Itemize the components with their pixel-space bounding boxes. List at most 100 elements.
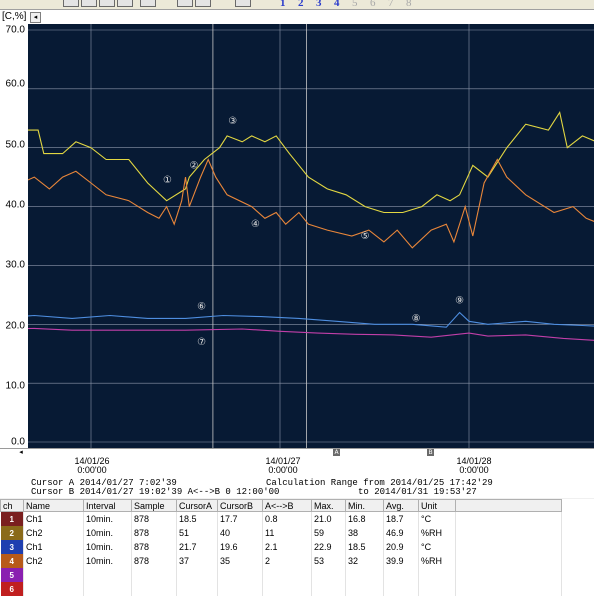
cell-filler xyxy=(455,526,562,540)
col-filler xyxy=(455,499,562,512)
y-tick-40: 40.0 xyxy=(5,199,25,211)
cell-avg: 46.9 xyxy=(383,526,419,540)
col-cursor-a[interactable]: CursorA xyxy=(176,499,218,512)
cell-min xyxy=(345,582,384,596)
print-icon[interactable] xyxy=(99,0,115,7)
cell-ab: 0.8 xyxy=(262,511,312,526)
annotation-4: ④ xyxy=(251,219,260,230)
cell-cursor-a: 18.5 xyxy=(176,511,218,526)
cell-cursor-a xyxy=(176,582,218,596)
table-row[interactable]: 3 Ch1 10min. 878 21.7 19.6 2.1 22.9 18.5 20.9 °C xyxy=(0,540,562,554)
cell-avg: 18.7 xyxy=(383,511,419,526)
cell-min: 38 xyxy=(345,526,384,540)
cell-avg xyxy=(383,568,419,582)
copy-icon[interactable] xyxy=(117,0,133,7)
table-row[interactable]: 5 xyxy=(0,568,562,582)
cell-ab: 2.1 xyxy=(262,540,312,554)
channel-button-7[interactable]: 7 xyxy=(388,0,394,9)
channel-table[interactable]: ch Name Interval Sample CursorA CursorB … xyxy=(0,499,594,600)
cell-interval: 10min. xyxy=(83,526,132,540)
zoom-icon[interactable] xyxy=(177,0,193,7)
channel-number-cell[interactable]: 2 xyxy=(0,526,24,540)
y-axis: 70.0 60.0 50.0 40.0 30.0 20.0 10.0 0.0 xyxy=(0,24,28,448)
scroll-left-button-icon[interactable]: ◂ xyxy=(19,448,23,456)
channel-button-6[interactable]: 6 xyxy=(370,0,376,9)
cell-cursor-a: 37 xyxy=(176,554,218,568)
cursor-b-marker[interactable]: B xyxy=(427,449,434,456)
cell-sample: 878 xyxy=(131,511,177,526)
channel-button-1[interactable]: 1 xyxy=(280,0,286,9)
cell-sample xyxy=(131,568,177,582)
cell-filler xyxy=(455,568,562,582)
cursor-a-marker[interactable]: A xyxy=(333,449,340,456)
graph-icon[interactable] xyxy=(140,0,156,7)
cell-unit: %RH xyxy=(418,526,456,540)
col-interval[interactable]: Interval xyxy=(83,499,132,512)
col-ch[interactable]: ch xyxy=(0,499,24,512)
series-line-4 xyxy=(0,327,594,341)
cell-min xyxy=(345,568,384,582)
table-row[interactable]: 6 xyxy=(0,582,562,596)
cell-filler xyxy=(455,554,562,568)
col-min[interactable]: Min. xyxy=(345,499,384,512)
annotation-5: ⑤ xyxy=(361,231,370,242)
channel-button-3[interactable]: 3 xyxy=(316,0,322,9)
cursor-a-info: Cursor A 2014/01/27 7:02'39 xyxy=(31,478,177,488)
cell-unit xyxy=(418,568,456,582)
cell-cursor-b: 40 xyxy=(217,526,263,540)
y-tick-60: 60.0 xyxy=(5,78,25,90)
channel-number-cell[interactable]: 5 xyxy=(0,568,24,582)
col-sample[interactable]: Sample xyxy=(131,499,177,512)
x-tick-time: 0:00'00 xyxy=(459,465,489,475)
cell-sample: 878 xyxy=(131,526,177,540)
plot-area[interactable]: ① ② ③ ④ ⑤ ⑥ ⑦ ⑧ ⑨ xyxy=(0,24,594,448)
toolbar: 1 2 3 4 5 6 7 8 xyxy=(0,0,594,10)
col-avg[interactable]: Avg. xyxy=(383,499,419,512)
x-axis: 14/01/26 0:00'00 14/01/27 0:00'00 14/01/… xyxy=(0,456,594,476)
cell-unit: °C xyxy=(418,540,456,554)
annotation-6: ⑥ xyxy=(197,302,206,313)
cell-interval: 10min. xyxy=(83,511,132,526)
horizontal-scrollbar[interactable]: ◂ A B xyxy=(0,448,594,457)
col-unit[interactable]: Unit xyxy=(418,499,456,512)
file-icon[interactable] xyxy=(63,0,79,7)
cell-sample xyxy=(131,582,177,596)
channel-number-cell[interactable]: 3 xyxy=(0,540,24,554)
cell-name: Ch1 xyxy=(23,540,84,554)
scroll-left-icon[interactable]: ◂ xyxy=(30,12,41,23)
channel-button-4[interactable]: 4 xyxy=(334,0,340,9)
channel-number-cell[interactable]: 1 xyxy=(0,511,24,526)
channel-button-2[interactable]: 2 xyxy=(298,0,304,9)
col-max[interactable]: Max. xyxy=(311,499,346,512)
table-row[interactable]: 4 Ch2 10min. 878 37 35 2 53 32 39.9 %RH xyxy=(0,554,562,568)
col-cursor-b[interactable]: CursorB xyxy=(217,499,263,512)
col-name[interactable]: Name xyxy=(23,499,84,512)
series-line-1 xyxy=(0,110,594,214)
unit-row: [C,%] ◂ xyxy=(0,10,594,24)
channel-button-5[interactable]: 5 xyxy=(352,0,358,9)
undo-icon[interactable] xyxy=(235,0,251,7)
cell-ab: 11 xyxy=(262,526,312,540)
grid-lines xyxy=(28,24,594,448)
table-header: ch Name Interval Sample CursorA CursorB … xyxy=(0,499,562,512)
annotation-1: ① xyxy=(163,175,172,186)
line-chart[interactable]: ① ② ③ ④ ⑤ ⑥ ⑦ ⑧ ⑨ xyxy=(0,24,594,448)
table-row[interactable]: 2 Ch2 10min. 878 51 40 11 59 38 46.9 %RH xyxy=(0,526,562,540)
cell-cursor-b: 19.6 xyxy=(217,540,263,554)
cell-interval xyxy=(83,568,132,582)
series-lines xyxy=(0,110,594,341)
y-tick-0: 0.0 xyxy=(11,436,25,448)
channel-number-cell[interactable]: 6 xyxy=(0,582,24,596)
cell-cursor-b: 17.7 xyxy=(217,511,263,526)
cell-sample: 878 xyxy=(131,540,177,554)
save-icon[interactable] xyxy=(81,0,97,7)
col-a-b[interactable]: A<-->B xyxy=(262,499,312,512)
cell-interval: 10min. xyxy=(83,540,132,554)
table-row[interactable]: 1 Ch1 10min. 878 18.5 17.7 0.8 21.0 16.8 18.7 °C xyxy=(0,511,562,526)
x-tick-2: 14/01/27 0:00'00 xyxy=(248,457,318,475)
cell-sample: 878 xyxy=(131,554,177,568)
channel-button-8[interactable]: 8 xyxy=(406,0,412,9)
cursor-icon[interactable] xyxy=(195,0,211,7)
channel-number-cell[interactable]: 4 xyxy=(0,554,24,568)
cell-ab xyxy=(262,582,312,596)
